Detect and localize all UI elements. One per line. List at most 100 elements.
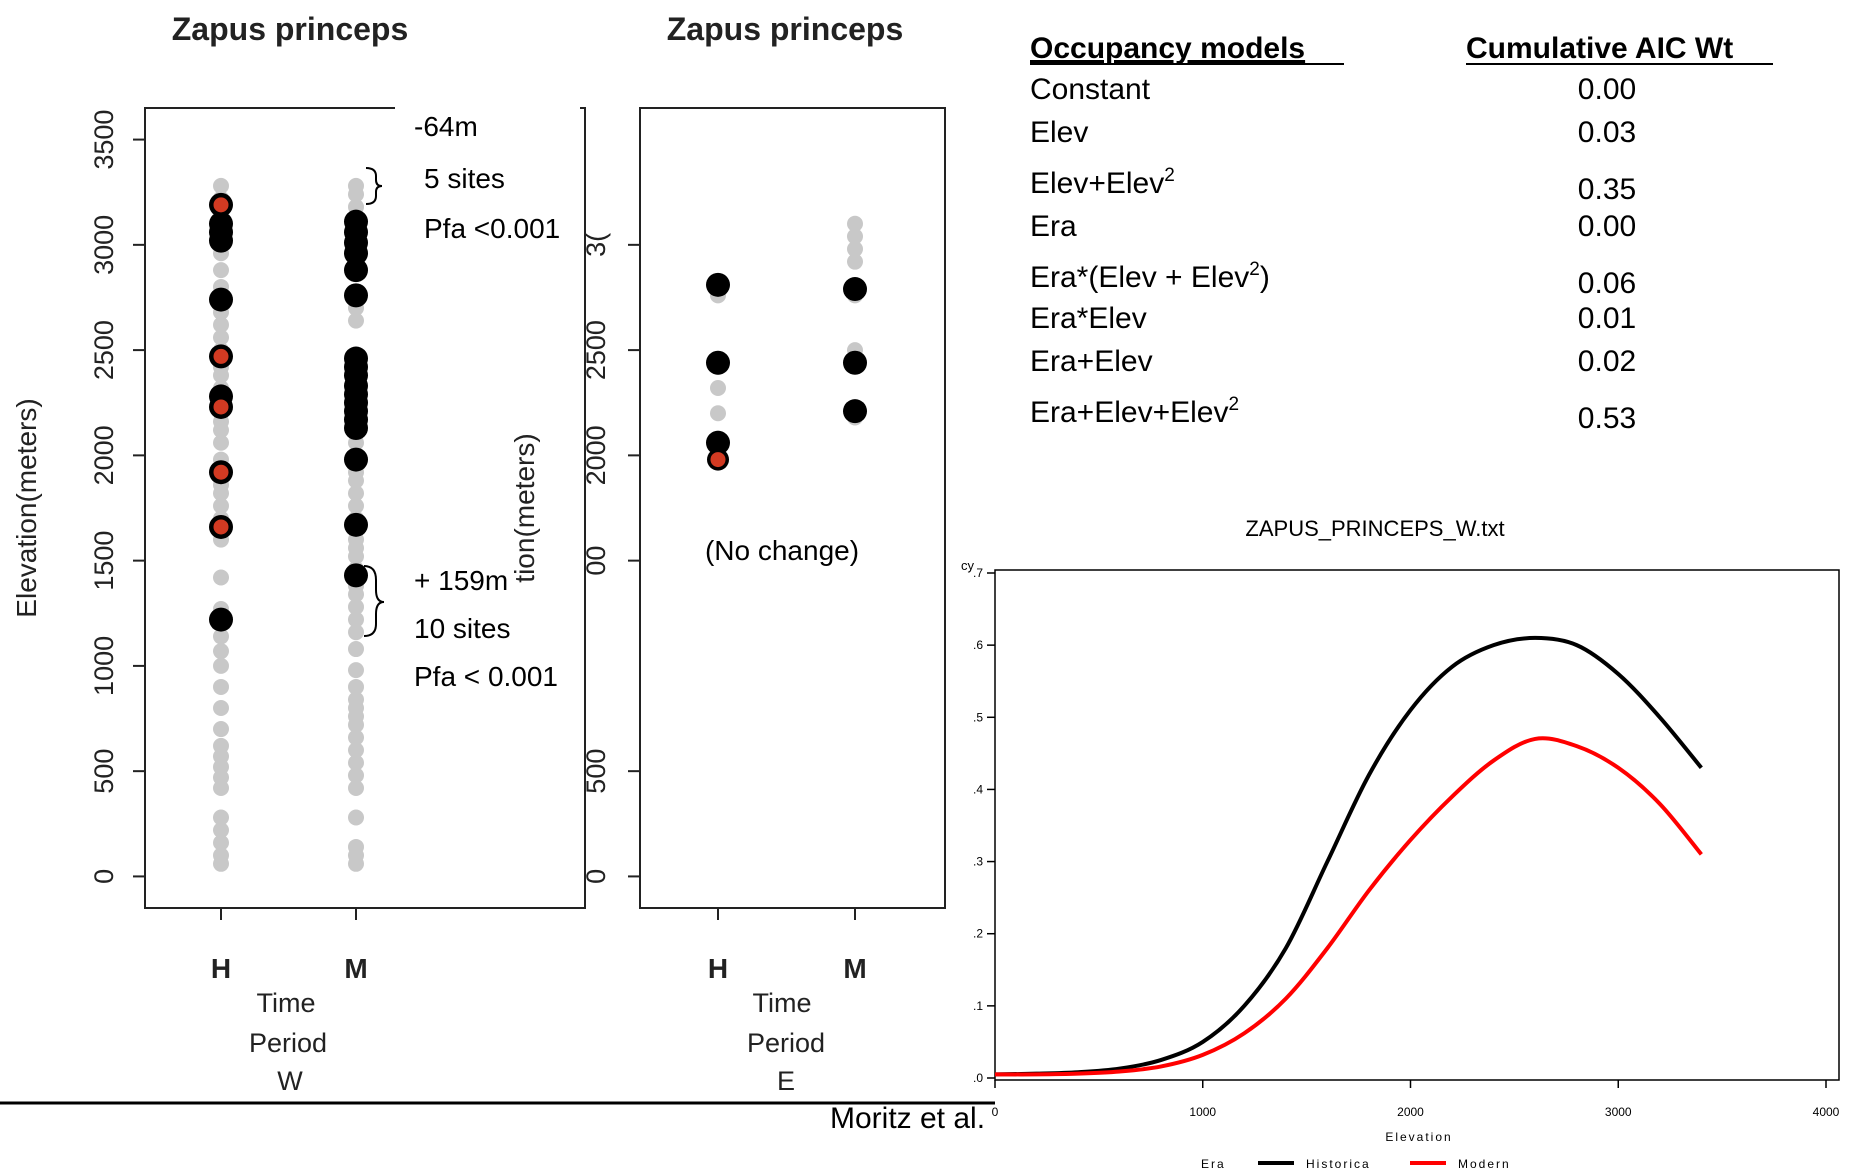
point-present [843,277,867,302]
y-tick-label: 3500 [89,110,119,170]
point-highlighted-core [710,452,726,468]
table-weight-value: 0.35 [1578,173,1636,206]
y-tick-label: 3000 [89,215,119,275]
point-absent [348,838,364,855]
point-present [344,346,368,371]
y-tick-label: .5 [973,710,983,724]
y-tick-label: 1500 [89,531,119,591]
point-absent [348,641,364,658]
point-absent [348,678,364,695]
y-tick-label: .3 [973,855,983,869]
point-absent [847,215,863,232]
annotation-box-west [395,100,580,705]
panel-east-y-axis-label: tion(meters) [509,433,540,582]
point-absent [348,485,364,502]
point-absent [348,497,364,514]
point-absent [213,678,229,695]
point-absent [348,177,364,194]
panel-east-y-ticks: 0 500 00 2000 2500 3( [581,233,640,884]
point-absent [213,434,229,451]
scatter-panel-east: Zapus princeps tion(meters) 0 500 00 2000 25… [509,11,946,1096]
y-tick-label: 0 [89,869,119,884]
annotation-sites-high: 5 sites [424,163,505,194]
aic-table: Occupancy models Cumulative AIC Wt Const… [1030,32,1773,435]
annotation-sites-low: 10 sites [414,613,511,644]
point-absent [348,624,364,641]
table-header-weight: Cumulative AIC Wt [1466,32,1733,65]
table-model-name: Elev [1030,116,1088,149]
point-absent [348,767,364,784]
y-tick-label: .7 [973,566,983,580]
annotation-shift-high: -64m [414,111,478,142]
point-absent [213,643,229,660]
point-present [344,209,368,234]
x-category-label: H [708,953,728,984]
point-absent [213,329,229,346]
line-chart-y-axis-label-fragment: cy [961,558,975,573]
point-absent [348,780,364,796]
y-tick-label: 500 [581,749,611,794]
point-present [209,287,233,312]
point-absent [348,611,364,628]
panel-east-title: Zapus princeps [667,11,904,47]
annotation-pfa-high: Pfa <0.001 [424,213,560,244]
point-absent [348,729,364,746]
point-absent [847,228,863,245]
y-tick-label: .6 [973,638,983,652]
panel-east-x-axis-label-time: Time [753,988,812,1018]
x-tick-label: 0 [992,1105,999,1119]
point-present [706,350,730,375]
point-absent [213,628,229,645]
panel-east-frame [639,107,946,909]
brace-low-icon [363,565,385,637]
table-weight-value: 0.06 [1578,267,1636,300]
y-tick-label: 1000 [89,636,119,696]
legend-title: Era [1201,1157,1226,1171]
point-absent [213,700,229,716]
series-line-historical [994,635,1703,1077]
table-model-name: Elev+Elev2 [1030,165,1175,200]
y-tick-label: 3( [581,233,611,257]
panel-west-region-label: W [277,1066,303,1096]
y-tick-label: .0 [973,1071,983,1085]
x-tick-label: 1000 [1189,1105,1216,1119]
point-absent [348,662,364,679]
x-category-label: M [344,953,367,984]
table-header-models: Occupancy models [1030,32,1305,65]
point-highlighted-core [213,399,229,415]
point-present [209,211,233,236]
y-tick-label: .1 [973,999,983,1013]
table-model-name: Era [1030,210,1077,243]
panel-west-frame [144,107,586,909]
panel-east-region-label: E [777,1066,795,1096]
legend-label-modern: Modern [1458,1157,1511,1171]
line-chart-series [994,635,1703,1077]
annotation-no-change: (No change) [705,535,859,566]
table-weight-value: 0.00 [1578,210,1636,243]
occupancy-line-chart: ZAPUS_PRINCEPS_W.txt cy 0 1000 2000 3000 400… [961,516,1840,1171]
line-chart-title: ZAPUS_PRINCEPS_W.txt [1245,516,1504,541]
point-present [706,272,730,297]
x-category-label: M [843,953,866,984]
table-weight-value: 0.01 [1578,302,1636,335]
table-model-name: Era+Elev+Elev2 [1030,394,1239,429]
line-chart-frame [994,569,1840,1081]
x-category-label: H [211,953,231,984]
x-tick-label: 2000 [1397,1105,1424,1119]
point-highlighted-core [213,519,229,535]
point-absent [348,809,364,826]
panel-east-x-axis-label-period: Period [747,1028,825,1058]
table-model-name: Era*(Elev + Elev2) [1030,259,1270,294]
point-absent [213,847,229,864]
point-absent [348,691,364,708]
y-tick-label: 500 [89,749,119,794]
point-absent [213,316,229,333]
table-model-name: Era+Elev [1030,345,1153,378]
series-line-modern [994,736,1703,1077]
point-absent [213,177,229,194]
table-model-name: Era*Elev [1030,302,1147,335]
point-absent [213,737,229,754]
line-chart-x-axis-label: Elevation [1385,1130,1452,1144]
